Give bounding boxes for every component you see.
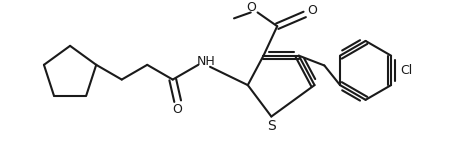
Text: S: S (267, 119, 276, 133)
Text: O: O (246, 1, 256, 14)
Text: Cl: Cl (401, 64, 413, 77)
Text: NH: NH (197, 55, 215, 68)
Text: O: O (308, 4, 317, 17)
Text: O: O (173, 104, 183, 116)
